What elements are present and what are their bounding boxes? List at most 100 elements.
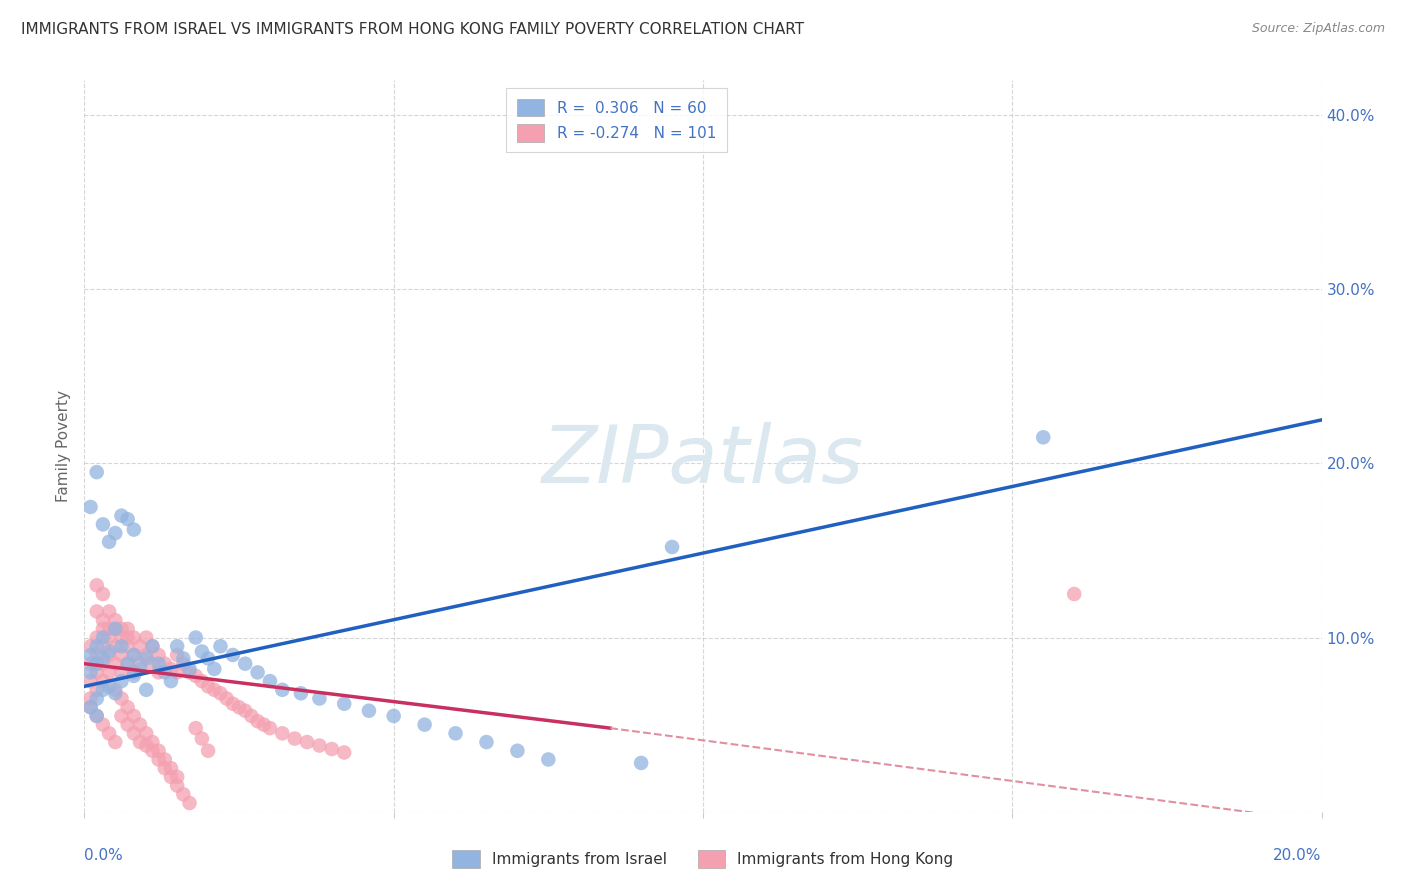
- Point: [413, 717, 436, 731]
- Point: [122, 648, 145, 662]
- Point: [240, 709, 263, 723]
- Point: [308, 739, 330, 753]
- Point: [630, 756, 652, 770]
- Point: [86, 604, 108, 618]
- Point: [506, 744, 529, 758]
- Point: [148, 665, 170, 680]
- Point: [79, 500, 101, 514]
- Point: [382, 709, 405, 723]
- Point: [91, 631, 114, 645]
- Point: [259, 721, 281, 735]
- Point: [98, 644, 121, 658]
- Point: [141, 640, 163, 654]
- Point: [172, 787, 194, 801]
- Point: [166, 640, 188, 654]
- Point: [104, 640, 127, 654]
- Point: [86, 631, 108, 645]
- Point: [135, 726, 157, 740]
- Point: [179, 662, 201, 676]
- Point: [129, 717, 152, 731]
- Point: [141, 640, 163, 654]
- Point: [86, 709, 108, 723]
- Point: [135, 739, 157, 753]
- Point: [184, 669, 207, 683]
- Point: [172, 651, 194, 665]
- Point: [197, 744, 219, 758]
- Point: [117, 640, 139, 654]
- Point: [86, 682, 108, 697]
- Point: [104, 526, 127, 541]
- Point: [110, 631, 132, 645]
- Point: [129, 735, 152, 749]
- Point: [104, 686, 127, 700]
- Point: [110, 709, 132, 723]
- Point: [135, 682, 157, 697]
- Point: [141, 657, 163, 671]
- Point: [86, 691, 108, 706]
- Point: [233, 657, 256, 671]
- Point: [91, 640, 114, 654]
- Point: [246, 665, 269, 680]
- Point: [98, 604, 121, 618]
- Point: [104, 657, 127, 671]
- Point: [117, 657, 139, 671]
- Point: [153, 752, 176, 766]
- Point: [98, 679, 121, 693]
- Point: [79, 665, 101, 680]
- Point: [129, 662, 152, 676]
- Point: [444, 726, 467, 740]
- Point: [104, 622, 127, 636]
- Point: [141, 735, 163, 749]
- Point: [160, 761, 183, 775]
- Point: [122, 665, 145, 680]
- Point: [79, 674, 101, 689]
- Point: [191, 731, 214, 746]
- Point: [357, 704, 380, 718]
- Point: [86, 709, 108, 723]
- Point: [172, 657, 194, 671]
- Point: [91, 674, 114, 689]
- Point: [129, 657, 152, 671]
- Point: [166, 665, 188, 680]
- Point: [91, 651, 114, 665]
- Point: [98, 665, 121, 680]
- Point: [271, 682, 294, 697]
- Point: [110, 648, 132, 662]
- Point: [110, 622, 132, 636]
- Point: [233, 704, 256, 718]
- Point: [79, 657, 101, 671]
- Point: [135, 651, 157, 665]
- Point: [148, 744, 170, 758]
- Point: [86, 657, 108, 671]
- Point: [246, 714, 269, 728]
- Point: [1032, 430, 1054, 444]
- Point: [475, 735, 498, 749]
- Point: [122, 709, 145, 723]
- Point: [166, 770, 188, 784]
- Point: [135, 648, 157, 662]
- Legend: R =  0.306   N = 60, R = -0.274   N = 101: R = 0.306 N = 60, R = -0.274 N = 101: [506, 88, 727, 153]
- Point: [321, 742, 343, 756]
- Point: [661, 540, 683, 554]
- Point: [191, 644, 214, 658]
- Point: [98, 648, 121, 662]
- Point: [91, 613, 114, 627]
- Point: [117, 657, 139, 671]
- Point: [284, 731, 307, 746]
- Point: [135, 631, 157, 645]
- Point: [271, 726, 294, 740]
- Point: [122, 669, 145, 683]
- Point: [153, 665, 176, 680]
- Point: [202, 662, 225, 676]
- Point: [79, 640, 101, 654]
- Point: [259, 674, 281, 689]
- Point: [117, 512, 139, 526]
- Point: [117, 631, 139, 645]
- Point: [148, 648, 170, 662]
- Text: Source: ZipAtlas.com: Source: ZipAtlas.com: [1251, 22, 1385, 36]
- Point: [184, 631, 207, 645]
- Point: [141, 744, 163, 758]
- Point: [122, 726, 145, 740]
- Point: [86, 465, 108, 479]
- Text: IMMIGRANTS FROM ISRAEL VS IMMIGRANTS FROM HONG KONG FAMILY POVERTY CORRELATION C: IMMIGRANTS FROM ISRAEL VS IMMIGRANTS FRO…: [21, 22, 804, 37]
